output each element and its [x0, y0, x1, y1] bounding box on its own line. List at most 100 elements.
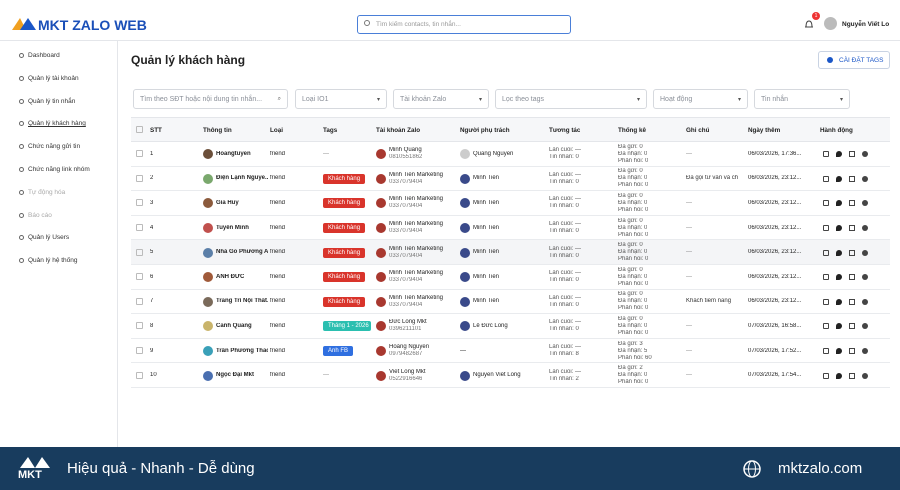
action-icon[interactable] [849, 348, 855, 355]
owner-name: Minh Tiến [473, 224, 500, 231]
action-icon[interactable] [823, 151, 829, 158]
owner-name: Minh Tiến [473, 273, 500, 280]
note: — [686, 224, 692, 231]
sidebar-item[interactable]: Báo cáo [19, 212, 52, 219]
sidebar-item[interactable]: Quản lý tin nhắn [19, 98, 75, 105]
action-icon[interactable] [862, 372, 868, 379]
date-added: 06/03/2026, 23:12... [748, 175, 802, 182]
sidebar-item[interactable]: Quản lý hệ thống [19, 257, 78, 264]
contact-avatar [203, 272, 213, 283]
filter-messages[interactable]: Tin nhắn ▾ [754, 89, 850, 109]
table-row: 5 Nhà Gỗ Phương A... friend Khách hàng Minh … [131, 240, 890, 265]
column-header: Tài khoản Zalo [376, 127, 421, 134]
note: — [686, 372, 692, 379]
filter-account[interactable]: Tài khoản Zalo ▾ [393, 89, 489, 109]
checkbox[interactable] [136, 126, 143, 133]
action-icon[interactable] [849, 200, 855, 207]
action-icon[interactable] [823, 298, 829, 305]
action-icon[interactable] [862, 249, 868, 256]
interaction-line: Tin nhắn: 0 [549, 326, 579, 333]
sidebar-item[interactable]: Tự động hóa [19, 189, 65, 196]
account-name: Đức Long Mkt [389, 319, 427, 326]
filter-type[interactable]: Loại IO1 ▾ [295, 89, 387, 109]
action-icon[interactable] [823, 372, 829, 379]
settings-button[interactable]: CÀI ĐẶT TAGS [818, 51, 890, 69]
checkbox[interactable] [136, 347, 143, 355]
account-name: Minh Tiến Marketing [389, 245, 444, 252]
action-icon[interactable] [836, 151, 842, 158]
stt: 9 [150, 347, 154, 354]
action-icon[interactable] [823, 225, 829, 232]
sidebar-item[interactable]: Dashboard [19, 52, 60, 59]
search-box[interactable]: Tìm kiếm contacts, tin nhắn... [357, 15, 571, 34]
checkbox[interactable] [136, 248, 143, 256]
date-added: 06/03/2026, 23:12... [748, 298, 802, 305]
action-icon[interactable] [862, 225, 868, 232]
settings-label: CÀI ĐẶT TAGS [839, 57, 884, 64]
sidebar-item[interactable]: Chức năng gửi tin [19, 143, 80, 150]
action-icon[interactable] [862, 200, 868, 207]
action-icon[interactable] [849, 249, 855, 256]
action-icon[interactable] [836, 175, 842, 182]
checkbox[interactable] [136, 273, 143, 281]
checkbox[interactable] [136, 322, 143, 330]
checkbox[interactable] [136, 150, 143, 158]
sidebar-icon [19, 121, 24, 127]
action-icon[interactable] [823, 175, 829, 182]
checkbox[interactable] [136, 297, 143, 305]
checkbox[interactable] [136, 199, 143, 207]
sidebar-icon [19, 98, 24, 104]
action-icon[interactable] [836, 249, 842, 256]
checkbox[interactable] [136, 224, 143, 232]
account-phone: 0337079404 [389, 178, 423, 185]
action-icon[interactable] [836, 274, 842, 281]
action-icon[interactable] [849, 151, 855, 158]
action-icon[interactable] [823, 348, 829, 355]
action-icon[interactable] [849, 225, 855, 232]
bell-icon[interactable] [804, 18, 814, 30]
action-icon[interactable] [862, 274, 868, 281]
action-icon[interactable] [862, 151, 868, 158]
filter-tags[interactable]: Lọc theo tags ▾ [495, 89, 647, 109]
contact-type: friend [270, 224, 286, 231]
checkbox[interactable] [136, 174, 143, 182]
owner-avatar [460, 247, 470, 258]
action-icon[interactable] [862, 323, 868, 330]
action-icon[interactable] [836, 372, 842, 379]
action-icon[interactable] [849, 175, 855, 182]
sidebar-item[interactable]: Chức năng link nhóm [19, 166, 90, 173]
stats-line: Đã nhận: 0 [618, 199, 648, 206]
action-icon[interactable] [823, 200, 829, 207]
action-icon[interactable] [823, 323, 829, 330]
stats-line: Phản hồi: 0 [618, 231, 649, 238]
sidebar-item[interactable]: Quản lý khách hàng [19, 120, 86, 127]
owner-avatar [460, 296, 470, 307]
filter-activity[interactable]: Hoạt động ▾ [653, 89, 748, 109]
action-icon[interactable] [849, 372, 855, 379]
action-icon[interactable] [836, 323, 842, 330]
account-name: Minh Tiến Marketing [389, 196, 444, 203]
sidebar-item[interactable]: Quản lý Users [19, 234, 69, 241]
tag-pill: Khách hàng [323, 223, 366, 234]
action-icon[interactable] [849, 298, 855, 305]
filter-search[interactable]: Tìm theo SĐT hoặc nội dung tin nhắn... ⌕ [133, 89, 288, 109]
interaction-line: Lần cuối: — [549, 196, 582, 203]
action-icon[interactable] [836, 200, 842, 207]
action-icon[interactable] [823, 274, 829, 281]
date-added: 06/03/2026, 23:12... [748, 199, 802, 206]
action-icon[interactable] [836, 348, 842, 355]
action-icon[interactable] [836, 298, 842, 305]
action-icon[interactable] [836, 225, 842, 232]
action-icon[interactable] [862, 348, 868, 355]
action-icon[interactable] [849, 274, 855, 281]
stats-line: Đã nhận: 0 [618, 372, 648, 379]
sidebar-item[interactable]: Quản lý tài khoản [19, 75, 79, 82]
action-icon[interactable] [849, 323, 855, 330]
action-icon[interactable] [823, 249, 829, 256]
checkbox[interactable] [136, 371, 143, 379]
user-avatar[interactable] [824, 17, 837, 30]
action-icon[interactable] [862, 175, 868, 182]
table-row: 2 Điện Lạnh Nguyễ... friend Khách hàng Minh … [131, 167, 890, 192]
action-icon[interactable] [862, 298, 868, 305]
note: Khách tiềm năng [686, 298, 732, 305]
